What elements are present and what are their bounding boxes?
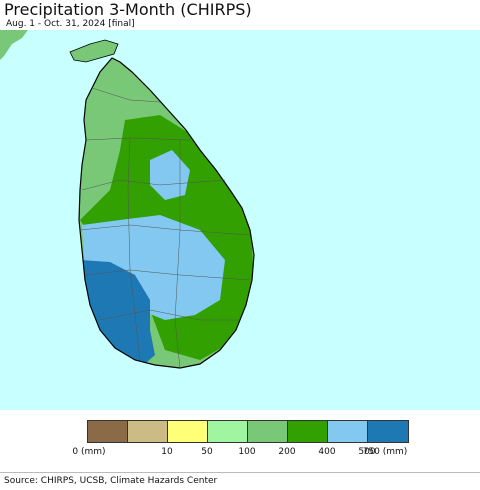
map-title: Precipitation 3-Month (CHIRPS)	[4, 0, 252, 19]
map-svg	[0, 30, 480, 410]
source-credit: Source: CHIRPS, UCSB, Climate Hazards Ce…	[4, 476, 217, 486]
legend-swatch-0	[88, 421, 128, 442]
legend-label-0: 0 (mm)	[72, 447, 105, 457]
legend-swatch-7	[368, 421, 408, 442]
precipitation-map	[0, 30, 480, 410]
legend-label-2: 50	[201, 447, 212, 457]
map-subtitle: Aug. 1 - Oct. 31, 2024 [final]	[6, 19, 135, 29]
legend-label-5: 400	[318, 447, 335, 457]
legend-swatch-1	[128, 421, 168, 442]
legend-bar	[87, 420, 409, 443]
legend-swatch-2	[168, 421, 208, 442]
footer-divider	[0, 472, 480, 473]
legend-swatch-5	[288, 421, 328, 442]
legend-label-3: 100	[238, 447, 255, 457]
legend-labels: 0 (mm) 10 50 100 200 400 500 750 (mm)	[0, 447, 480, 461]
legend-label-1: 10	[161, 447, 172, 457]
legend-swatch-3	[208, 421, 248, 442]
legend-swatch-6	[328, 421, 368, 442]
legend-label-7: 750 (mm)	[363, 447, 408, 457]
legend-label-4: 200	[278, 447, 295, 457]
legend-swatch-4	[248, 421, 288, 442]
